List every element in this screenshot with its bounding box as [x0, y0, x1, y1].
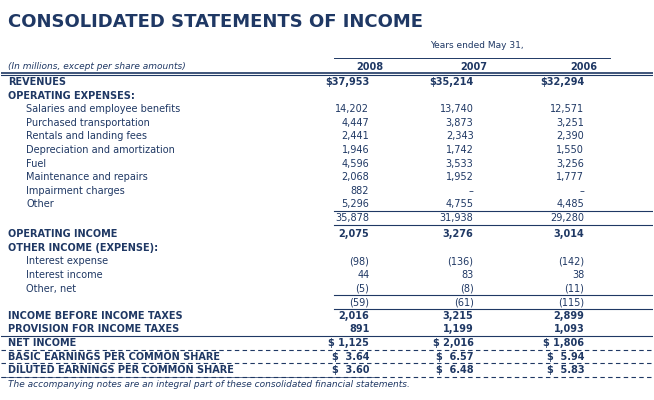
Text: 2007: 2007 — [460, 62, 487, 72]
Text: Depreciation and amortization: Depreciation and amortization — [26, 145, 175, 155]
Text: 3,251: 3,251 — [557, 118, 584, 128]
Text: Interest income: Interest income — [26, 270, 103, 280]
Text: 2,390: 2,390 — [557, 132, 584, 142]
Text: 14,202: 14,202 — [336, 104, 370, 114]
Text: (59): (59) — [349, 297, 370, 307]
Text: (8): (8) — [460, 284, 473, 294]
Text: 12,571: 12,571 — [550, 104, 584, 114]
Text: 4,596: 4,596 — [341, 158, 370, 168]
Text: BASIC EARNINGS PER COMMON SHARE: BASIC EARNINGS PER COMMON SHARE — [8, 352, 220, 362]
Text: $  6.48: $ 6.48 — [436, 365, 473, 375]
Text: Maintenance and repairs: Maintenance and repairs — [26, 172, 148, 182]
Text: DILUTED EARNINGS PER COMMON SHARE: DILUTED EARNINGS PER COMMON SHARE — [8, 365, 233, 375]
Text: $35,214: $35,214 — [429, 77, 473, 87]
Text: 3,014: 3,014 — [553, 229, 584, 239]
Text: –: – — [469, 186, 473, 196]
Text: 4,485: 4,485 — [557, 199, 584, 209]
Text: 83: 83 — [461, 270, 473, 280]
Text: 1,742: 1,742 — [445, 145, 473, 155]
Text: (115): (115) — [558, 297, 584, 307]
Text: 3,873: 3,873 — [446, 118, 473, 128]
Text: $  3.64: $ 3.64 — [332, 352, 370, 362]
Text: PROVISION FOR INCOME TAXES: PROVISION FOR INCOME TAXES — [8, 324, 179, 334]
Text: 2,075: 2,075 — [339, 229, 370, 239]
Text: 2,899: 2,899 — [553, 311, 584, 321]
Text: The accompanying notes are an integral part of these consolidated financial stat: The accompanying notes are an integral p… — [8, 380, 410, 388]
Text: 2,016: 2,016 — [339, 311, 370, 321]
Text: Purchased transportation: Purchased transportation — [26, 118, 150, 128]
Text: (11): (11) — [564, 284, 584, 294]
Text: Fuel: Fuel — [26, 158, 46, 168]
Text: 13,740: 13,740 — [439, 104, 473, 114]
Text: 3,276: 3,276 — [443, 229, 473, 239]
Text: Years ended May 31,: Years ended May 31, — [430, 41, 524, 50]
Text: $  6.57: $ 6.57 — [436, 352, 473, 362]
Text: 2,068: 2,068 — [341, 172, 370, 182]
Text: Rentals and landing fees: Rentals and landing fees — [26, 132, 147, 142]
Text: OTHER INCOME (EXPENSE):: OTHER INCOME (EXPENSE): — [8, 243, 158, 253]
Text: Salaries and employee benefits: Salaries and employee benefits — [26, 104, 181, 114]
Text: NET INCOME: NET INCOME — [8, 338, 76, 348]
Text: 29,280: 29,280 — [550, 213, 584, 223]
Text: 5,296: 5,296 — [341, 199, 370, 209]
Text: 1,093: 1,093 — [553, 324, 584, 334]
Text: –: – — [579, 186, 584, 196]
Text: 2006: 2006 — [571, 62, 598, 72]
Text: 2,441: 2,441 — [341, 132, 370, 142]
Text: $ 2,016: $ 2,016 — [433, 338, 473, 348]
Text: (98): (98) — [349, 256, 370, 266]
Text: CONSOLIDATED STATEMENTS OF INCOME: CONSOLIDATED STATEMENTS OF INCOME — [8, 13, 423, 31]
Text: Other: Other — [26, 199, 54, 209]
Text: Interest expense: Interest expense — [26, 256, 109, 266]
Text: (5): (5) — [356, 284, 370, 294]
Text: 4,447: 4,447 — [341, 118, 370, 128]
Text: 31,938: 31,938 — [439, 213, 473, 223]
Text: Impairment charges: Impairment charges — [26, 186, 125, 196]
Text: 1,946: 1,946 — [341, 145, 370, 155]
Text: 38: 38 — [572, 270, 584, 280]
Text: 1,199: 1,199 — [443, 324, 473, 334]
Text: $37,953: $37,953 — [325, 77, 370, 87]
Text: OPERATING INCOME: OPERATING INCOME — [8, 229, 117, 239]
Text: $  3.60: $ 3.60 — [332, 365, 370, 375]
Text: $ 1,806: $ 1,806 — [543, 338, 584, 348]
Text: (142): (142) — [558, 256, 584, 266]
Text: Other, net: Other, net — [26, 284, 77, 294]
Text: 891: 891 — [349, 324, 370, 334]
Text: $32,294: $32,294 — [540, 77, 584, 87]
Text: $ 1,125: $ 1,125 — [328, 338, 370, 348]
Text: 4,755: 4,755 — [445, 199, 473, 209]
Text: REVENUES: REVENUES — [8, 77, 66, 87]
Text: 3,533: 3,533 — [446, 158, 473, 168]
Text: INCOME BEFORE INCOME TAXES: INCOME BEFORE INCOME TAXES — [8, 311, 182, 321]
Text: 3,215: 3,215 — [443, 311, 473, 321]
Text: 1,777: 1,777 — [557, 172, 584, 182]
Text: 882: 882 — [351, 186, 370, 196]
Text: 44: 44 — [357, 270, 370, 280]
Text: 2,343: 2,343 — [446, 132, 473, 142]
Text: (In millions, except per share amounts): (In millions, except per share amounts) — [8, 62, 186, 71]
Text: OPERATING EXPENSES:: OPERATING EXPENSES: — [8, 91, 135, 101]
Text: (61): (61) — [454, 297, 473, 307]
Text: 1,952: 1,952 — [445, 172, 473, 182]
Text: 1,550: 1,550 — [557, 145, 584, 155]
Text: 3,256: 3,256 — [557, 158, 584, 168]
Text: (136): (136) — [447, 256, 473, 266]
Text: $  5.94: $ 5.94 — [547, 352, 584, 362]
Text: 35,878: 35,878 — [336, 213, 370, 223]
Text: 2008: 2008 — [356, 62, 383, 72]
Text: $  5.83: $ 5.83 — [547, 365, 584, 375]
